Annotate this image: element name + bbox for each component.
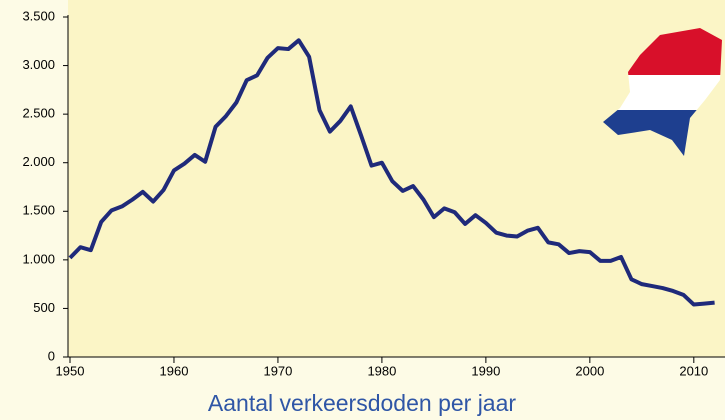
x-tick-label: 2010 <box>679 363 708 378</box>
y-tick-label: 1.500 <box>22 203 55 218</box>
x-tick-label: 1970 <box>263 363 292 378</box>
y-tick-label: 0 <box>48 348 55 363</box>
plot-area <box>68 0 725 357</box>
x-tick-label: 1980 <box>367 363 396 378</box>
y-tick-label: 500 <box>33 300 55 315</box>
x-tick-label: 1990 <box>471 363 500 378</box>
line-series <box>68 38 715 307</box>
chart-title: Aantal verkeersdoden per jaar <box>208 390 516 416</box>
x-tick-label: 1950 <box>56 363 85 378</box>
y-tick-label: 3.000 <box>22 57 55 72</box>
y-tick-label: 1.000 <box>22 251 55 266</box>
y-tick-label: 2.000 <box>22 154 55 169</box>
y-tick-label: 2.500 <box>22 106 55 121</box>
y-tick-label: 3.500 <box>22 8 55 23</box>
x-tick-label: 2000 <box>575 363 604 378</box>
x-tick-label: 1960 <box>160 363 189 378</box>
